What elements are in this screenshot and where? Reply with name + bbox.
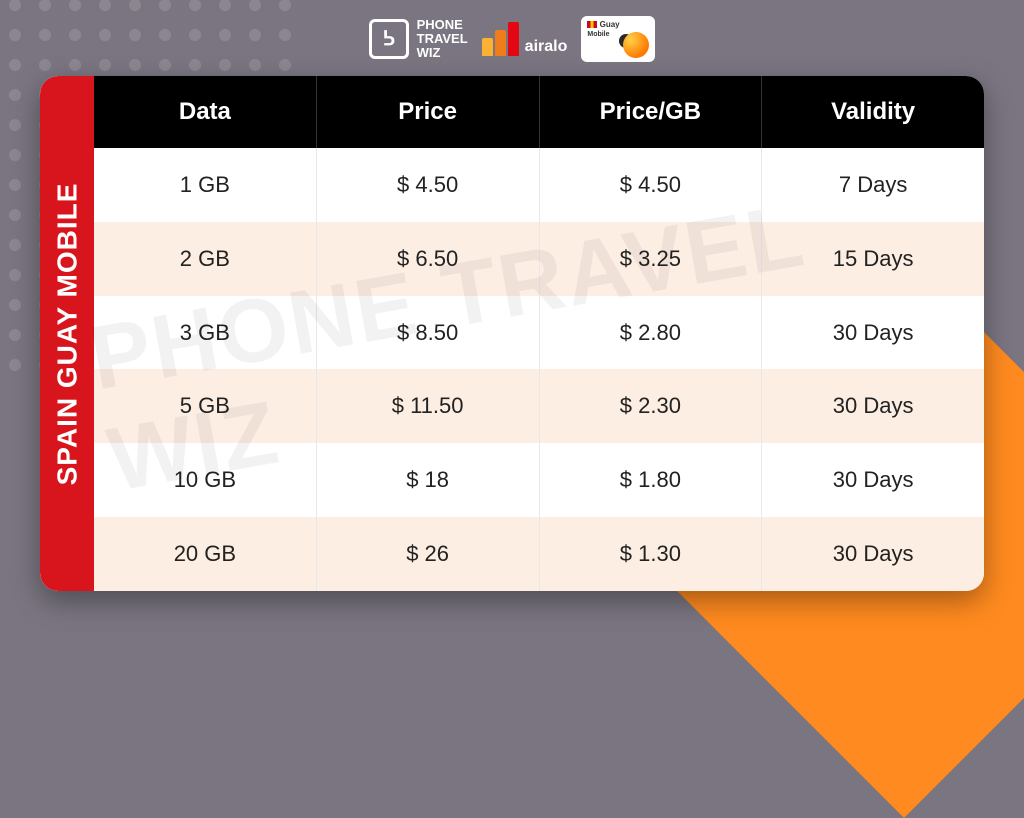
table-cell: 30 Days <box>762 369 984 443</box>
guay-sub: Mobile <box>587 31 609 38</box>
ptw-line-3: WIZ <box>417 46 468 60</box>
column-header: Price <box>317 76 540 148</box>
table-cell: 10 GB <box>94 443 317 517</box>
table-cell: $ 8.50 <box>317 296 540 370</box>
ptw-line-1: PHONE <box>417 18 468 32</box>
spain-flag-icon <box>587 21 597 28</box>
ptw-line-2: TRAVEL <box>417 32 468 46</box>
logo-phone-travel-wiz: ᕊ PHONE TRAVEL WIZ <box>369 18 468 61</box>
table-cell: 3 GB <box>94 296 317 370</box>
side-label-bar: SPAIN GUAY MOBILE <box>40 76 94 591</box>
pricing-table: PHONE TRAVEL WIZ DataPricePrice/GBValidi… <box>94 76 984 591</box>
table-cell: 15 Days <box>762 222 984 296</box>
table-row: 20 GB$ 26$ 1.3030 Days <box>94 517 984 591</box>
table-row: 2 GB$ 6.50$ 3.2515 Days <box>94 222 984 296</box>
table-cell: $ 6.50 <box>317 222 540 296</box>
pricing-card: SPAIN GUAY MOBILE PHONE TRAVEL WIZ DataP… <box>40 76 984 591</box>
table-cell: 20 GB <box>94 517 317 591</box>
table-cell: 5 GB <box>94 369 317 443</box>
table-cell: $ 11.50 <box>317 369 540 443</box>
table-row: 3 GB$ 8.50$ 2.8030 Days <box>94 296 984 370</box>
table-row: 5 GB$ 11.50$ 2.3030 Days <box>94 369 984 443</box>
airalo-text: airalo <box>525 38 568 56</box>
table-cell: $ 1.30 <box>540 517 763 591</box>
table-cell: $ 3.25 <box>540 222 763 296</box>
table-cell: 7 Days <box>762 148 984 222</box>
logo-airalo: airalo <box>482 22 568 56</box>
table-cell: $ 18 <box>317 443 540 517</box>
guay-text: Guay <box>600 20 620 29</box>
column-header: Price/GB <box>540 76 763 148</box>
airalo-icon <box>482 22 519 56</box>
logo-guay-mobile-card: Guay Mobile <box>581 16 655 62</box>
ptw-text: PHONE TRAVEL WIZ <box>417 18 468 61</box>
table-row: 1 GB$ 4.50$ 4.507 Days <box>94 148 984 222</box>
card-dot-orange <box>623 32 649 58</box>
table-cell: $ 2.80 <box>540 296 763 370</box>
column-header: Data <box>94 76 317 148</box>
ptw-icon: ᕊ <box>369 19 409 59</box>
table-cell: $ 2.30 <box>540 369 763 443</box>
header-logos: ᕊ PHONE TRAVEL WIZ airalo Guay Mobile <box>0 10 1024 68</box>
side-label-text: SPAIN GUAY MOBILE <box>51 182 83 485</box>
table-cell: $ 4.50 <box>317 148 540 222</box>
table-cell: $ 4.50 <box>540 148 763 222</box>
column-header: Validity <box>762 76 984 148</box>
table-header-row: DataPricePrice/GBValidity <box>94 76 984 148</box>
table-row: 10 GB$ 18$ 1.8030 Days <box>94 443 984 517</box>
table-body: 1 GB$ 4.50$ 4.507 Days2 GB$ 6.50$ 3.2515… <box>94 148 984 591</box>
table-cell: $ 26 <box>317 517 540 591</box>
table-cell: $ 1.80 <box>540 443 763 517</box>
table-cell: 1 GB <box>94 148 317 222</box>
table-cell: 2 GB <box>94 222 317 296</box>
table-cell: 30 Days <box>762 517 984 591</box>
table-cell: 30 Days <box>762 443 984 517</box>
table-cell: 30 Days <box>762 296 984 370</box>
